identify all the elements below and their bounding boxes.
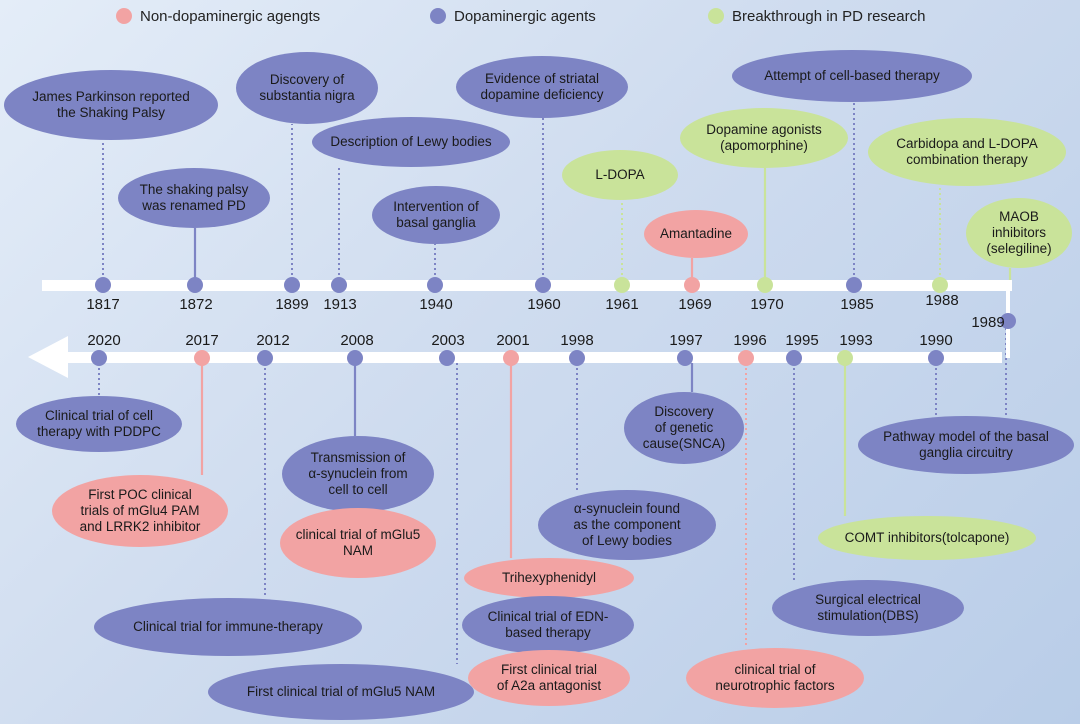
year-1940: 1940 <box>419 296 453 313</box>
marker-1993 <box>837 350 853 366</box>
legend-item-non-dopaminergic: Non-dopaminergic agengts <box>116 6 320 26</box>
marker-1899 <box>284 277 300 293</box>
year-1989: 1989 <box>971 314 1005 331</box>
event-1989: MAOB inhibitors (selegiline) <box>966 198 1072 268</box>
event-2001-edn: Clinical trial of EDN- based therapy <box>462 596 634 654</box>
event-2001-a2a: First clinical trial of A2a antagonist <box>468 650 630 706</box>
legend-swatch-dop <box>430 8 446 24</box>
year-1960: 1960 <box>527 296 561 313</box>
year-1993: 1993 <box>839 332 873 349</box>
marker-2001 <box>503 350 519 366</box>
year-2012: 2012 <box>256 332 290 349</box>
event-2012: Clinical trial for immune-therapy <box>94 598 362 656</box>
marker-2008 <box>347 350 363 366</box>
event-1960: Evidence of striatal dopamine deficiency <box>456 56 628 118</box>
marker-1998 <box>569 350 585 366</box>
bottom-axis <box>62 352 1002 363</box>
marker-1940 <box>427 277 443 293</box>
event-1990: Pathway model of the basal ganglia circu… <box>858 416 1074 474</box>
year-1998: 1998 <box>560 332 594 349</box>
marker-1970 <box>757 277 773 293</box>
marker-2020 <box>91 350 107 366</box>
marker-1960 <box>535 277 551 293</box>
year-1996: 1996 <box>733 332 767 349</box>
marker-1989 <box>1000 313 1016 329</box>
marker-2012 <box>257 350 273 366</box>
year-1913: 1913 <box>323 296 357 313</box>
event-1899: Discovery of substantia nigra <box>236 52 378 124</box>
marker-1969 <box>684 277 700 293</box>
event-2003: First clinical trial of mGlu5 NAM <box>208 664 474 720</box>
year-1817: 1817 <box>86 296 120 313</box>
legend-label: Breakthrough in PD research <box>732 7 926 25</box>
event-1995: Surgical electrical stimulation(DBS) <box>772 580 964 636</box>
year-1899: 1899 <box>275 296 309 313</box>
marker-1990 <box>928 350 944 366</box>
year-2008: 2008 <box>340 332 374 349</box>
year-1970: 1970 <box>750 296 784 313</box>
event-2020: Clinical trial of cell therapy with PDDP… <box>16 396 182 452</box>
legend-label: Dopaminergic agents <box>454 7 596 25</box>
legend-item-breakthrough: Breakthrough in PD research <box>708 6 925 26</box>
year-1995: 1995 <box>785 332 819 349</box>
year-2001: 2001 <box>496 332 530 349</box>
year-2003: 2003 <box>431 332 465 349</box>
marker-1817 <box>95 277 111 293</box>
event-1970: Dopamine agonists (apomorphine) <box>680 108 848 168</box>
year-1990: 1990 <box>919 332 953 349</box>
event-2001-trihexyphenidyl: Trihexyphenidyl <box>464 558 634 598</box>
event-1998: α-synuclein found as the component of Le… <box>538 490 716 560</box>
marker-1913 <box>331 277 347 293</box>
marker-2003 <box>439 350 455 366</box>
event-1985: Attempt of cell-based therapy <box>732 50 972 102</box>
year-2017: 2017 <box>185 332 219 349</box>
year-1985: 1985 <box>840 296 874 313</box>
year-2020: 2020 <box>87 332 121 349</box>
event-1988: Carbidopa and L-DOPA combination therapy <box>868 118 1066 186</box>
event-1872: The shaking palsy was renamed PD <box>118 168 270 228</box>
marker-1995 <box>786 350 802 366</box>
marker-1997 <box>677 350 693 366</box>
event-1993: COMT inhibitors(tolcapone) <box>818 516 1036 560</box>
event-1817: James Parkinson reported the Shaking Pal… <box>4 70 218 140</box>
marker-1996 <box>738 350 754 366</box>
year-1969: 1969 <box>678 296 712 313</box>
year-1997: 1997 <box>669 332 703 349</box>
legend-item-dopaminergic: Dopaminergic agents <box>430 6 596 26</box>
marker-1872 <box>187 277 203 293</box>
year-1872: 1872 <box>179 296 213 313</box>
event-1997: Discovery of genetic cause(SNCA) <box>624 392 744 464</box>
event-1940: Intervention of basal ganglia <box>372 186 500 244</box>
legend-label: Non-dopaminergic agengts <box>140 7 321 25</box>
event-2008-mglu5: clinical trial of mGlu5 NAM <box>280 508 436 578</box>
marker-2017 <box>194 350 210 366</box>
top-axis <box>42 280 1012 291</box>
marker-1988 <box>932 277 948 293</box>
marker-1985 <box>846 277 862 293</box>
marker-1961 <box>614 277 630 293</box>
event-1996: clinical trial of neurotrophic factors <box>686 648 864 708</box>
event-1961: L-DOPA <box>562 150 678 200</box>
event-2017: First POC clinical trials of mGlu4 PAM a… <box>52 475 228 547</box>
event-1969: Amantadine <box>644 210 748 258</box>
event-1913: Description of Lewy bodies <box>312 117 510 167</box>
legend-swatch-brk <box>708 8 724 24</box>
year-1988: 1988 <box>925 292 959 309</box>
axis-arrowhead <box>28 336 68 378</box>
year-1961: 1961 <box>605 296 639 313</box>
event-2008-synuclein: Transmission of α-synuclein from cell to… <box>282 436 434 512</box>
legend-swatch-non <box>116 8 132 24</box>
